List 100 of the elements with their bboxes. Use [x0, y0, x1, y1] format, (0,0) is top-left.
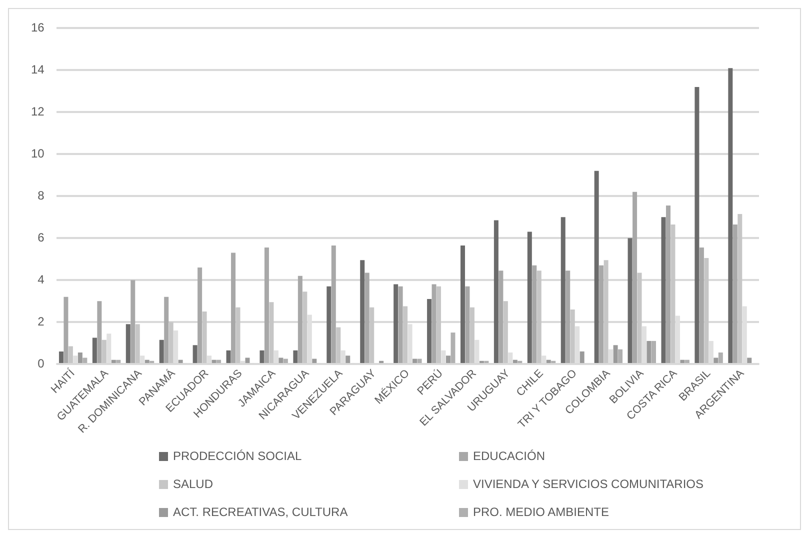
- bar: [245, 358, 250, 364]
- bar: [412, 358, 418, 364]
- bar: [326, 286, 332, 364]
- bar: [570, 309, 575, 364]
- bar: [604, 260, 608, 364]
- bar: [494, 220, 498, 364]
- bar: [432, 284, 436, 364]
- bar: [302, 292, 308, 364]
- bar: [417, 358, 422, 364]
- bar: [512, 360, 518, 364]
- bar: [192, 345, 198, 364]
- bar: [212, 360, 216, 364]
- bar: [599, 265, 604, 364]
- bar: [484, 360, 489, 364]
- bar: [503, 301, 508, 364]
- bar: [465, 286, 470, 364]
- bar: [264, 248, 269, 364]
- bar: [436, 286, 442, 364]
- y-tick-label: 12: [30, 104, 45, 118]
- bar: [536, 270, 542, 364]
- bar: [312, 358, 317, 364]
- bar: [427, 298, 432, 364]
- bar: [116, 360, 121, 364]
- bar: [379, 360, 384, 364]
- bar: [518, 360, 522, 364]
- bar: [613, 345, 618, 364]
- bar: [346, 356, 350, 364]
- bar: [135, 324, 140, 364]
- bar: [632, 192, 638, 364]
- bar: [628, 238, 632, 364]
- bar: [704, 258, 709, 364]
- bar: [216, 360, 222, 364]
- bar: [269, 302, 274, 364]
- bar: [130, 280, 136, 364]
- bar: [231, 252, 236, 364]
- bar: [651, 340, 656, 364]
- bar: [78, 352, 82, 364]
- bar: [670, 224, 676, 364]
- bar: [718, 352, 723, 364]
- bar: [694, 86, 700, 364]
- bar: [646, 340, 652, 364]
- bar: [370, 307, 374, 364]
- legend-label: PRODECCIÓN SOCIAL: [173, 449, 302, 463]
- bar: [202, 312, 207, 364]
- bar: [178, 360, 183, 364]
- bar: [714, 358, 718, 364]
- bar: [226, 350, 231, 364]
- legend-label: PRO. MEDIO AMBIENTE: [473, 505, 610, 519]
- bar: [551, 360, 556, 364]
- bar: [446, 356, 450, 364]
- bar: [732, 224, 738, 364]
- bar: [126, 324, 130, 364]
- bar: [278, 358, 284, 364]
- bar: [684, 360, 690, 364]
- bar: [680, 360, 685, 364]
- bar: [68, 346, 73, 364]
- legend-label: EDUCACIÓN: [473, 449, 546, 463]
- y-tick-label: 8: [38, 188, 45, 202]
- bar: [527, 232, 532, 364]
- legend-label: SALUD: [173, 477, 214, 491]
- bar: [394, 284, 398, 364]
- bar: [364, 272, 370, 364]
- bar: [661, 217, 666, 364]
- bar: [97, 301, 102, 364]
- bar: [566, 270, 570, 364]
- bar: [198, 267, 202, 364]
- bar: [331, 245, 336, 364]
- bar: [111, 360, 116, 364]
- y-tick-label: 0: [38, 356, 45, 370]
- bar: [298, 276, 302, 364]
- bar: [666, 206, 670, 364]
- bar: [738, 214, 742, 364]
- bar: [64, 296, 68, 364]
- bar: [293, 350, 298, 364]
- y-tick-label: 10: [30, 146, 45, 160]
- bar: [283, 358, 288, 364]
- bar: [470, 307, 474, 364]
- bar: [450, 332, 456, 364]
- y-tick-label: 6: [38, 230, 45, 244]
- bar: [159, 340, 164, 364]
- bar: [618, 349, 623, 364]
- bar: [236, 307, 240, 364]
- bar: [144, 360, 150, 364]
- bar: [479, 360, 484, 364]
- bar: [594, 170, 599, 364]
- legend-label: VIVIENDA Y SERVICIOS COMUNITARIOS: [473, 477, 704, 491]
- bar: [498, 270, 504, 364]
- bar: [398, 286, 403, 364]
- bar: [460, 245, 465, 364]
- bar: [336, 327, 341, 364]
- bar: [403, 306, 408, 364]
- bar: [92, 338, 97, 364]
- y-tick-label: 2: [38, 314, 45, 328]
- bar: [580, 351, 584, 364]
- bar: [546, 360, 551, 364]
- y-tick-label: 16: [30, 20, 45, 35]
- y-tick-label: 4: [38, 272, 45, 286]
- bar: [637, 272, 642, 364]
- bar: [82, 358, 88, 364]
- bar: [164, 296, 169, 364]
